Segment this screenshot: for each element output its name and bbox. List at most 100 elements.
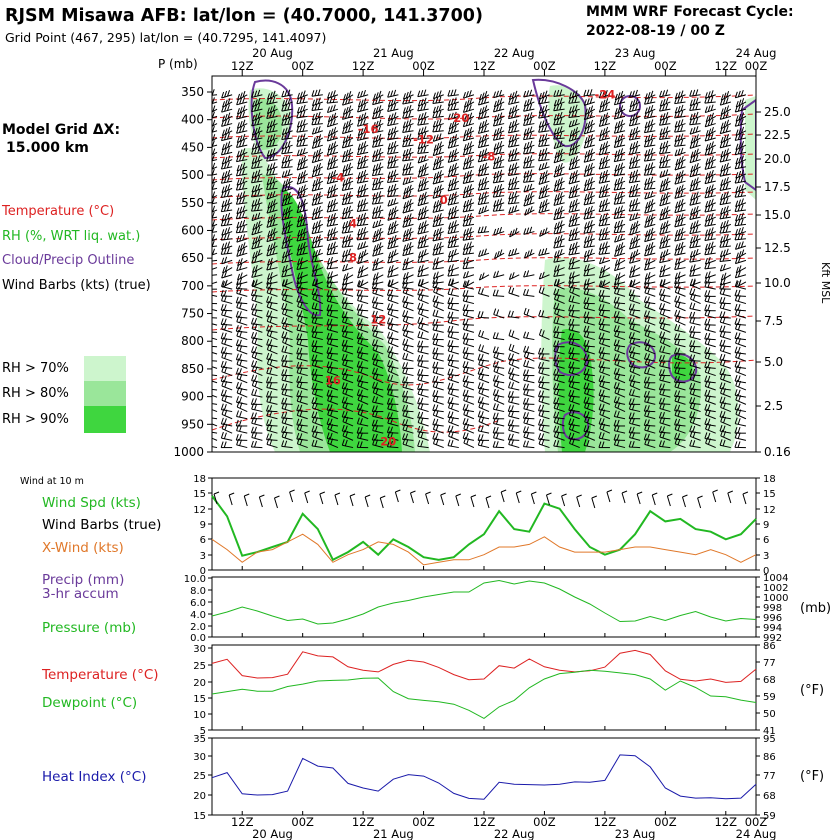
wind-barb xyxy=(553,264,565,273)
wind-barb xyxy=(659,345,671,355)
wind-barb xyxy=(523,183,535,193)
wind-barb xyxy=(720,401,732,413)
wind-barb xyxy=(418,163,429,173)
wind-barb xyxy=(311,373,323,384)
wind-barb xyxy=(447,344,459,355)
wind-barb xyxy=(447,387,459,398)
wind-barb xyxy=(432,423,444,434)
wind-barb xyxy=(402,423,414,434)
wind-barb xyxy=(448,191,460,201)
wind-barb xyxy=(478,176,490,186)
top-time-label: 12Z xyxy=(231,59,254,73)
wind-barb xyxy=(281,359,293,369)
wind-barb xyxy=(644,395,656,405)
wind-barb xyxy=(493,112,505,122)
wind-barb xyxy=(402,381,414,391)
temperature-contour-label: 0 xyxy=(440,193,448,207)
wind-barb xyxy=(417,440,429,449)
wind-barb xyxy=(629,350,641,362)
wind-barb xyxy=(236,287,248,297)
wind-barb xyxy=(690,205,701,216)
surface-wind-barb xyxy=(500,491,505,503)
wind-barb xyxy=(448,177,460,187)
wind-barb xyxy=(660,177,671,188)
bottom-time-label: 12Z xyxy=(352,815,375,829)
wind-barb xyxy=(296,423,308,434)
wind-barb xyxy=(327,241,339,251)
wind-barb xyxy=(704,294,716,305)
wind-barb xyxy=(388,220,399,231)
left-tick-label: 30 xyxy=(193,752,206,763)
wind-barb xyxy=(689,212,701,220)
wind-barb xyxy=(432,323,444,333)
wind-barb xyxy=(297,300,308,312)
wind-barb xyxy=(387,241,399,250)
wind-barb xyxy=(492,417,505,427)
wind-barb xyxy=(372,329,384,341)
wind-barb xyxy=(388,264,399,273)
wind-barb xyxy=(628,161,641,169)
surface-wind-barb xyxy=(561,495,566,507)
wind-barb xyxy=(492,441,505,449)
wind-barb xyxy=(614,386,626,398)
wind-barb xyxy=(568,204,580,213)
wind-barb xyxy=(569,184,580,194)
wind-barb xyxy=(598,175,611,184)
legend-rh80-swatch xyxy=(84,381,126,406)
wind-barb xyxy=(266,367,278,377)
wind-barb xyxy=(432,96,444,104)
kft-axis-label: Kft MSL xyxy=(819,262,832,304)
x-wind-kts-line xyxy=(211,533,757,566)
wind-barb xyxy=(508,105,520,115)
rh90-right-patch xyxy=(672,355,693,383)
wind-barb xyxy=(493,393,505,405)
wind-barb xyxy=(418,220,429,230)
wind-barb xyxy=(327,169,339,180)
wind-barbs xyxy=(212,89,747,449)
wind-barb xyxy=(326,280,339,290)
wind-barb xyxy=(507,182,520,191)
wind-barb xyxy=(357,98,369,108)
wind-barb xyxy=(221,198,233,208)
wind-barb xyxy=(493,183,505,193)
wind-barb xyxy=(659,240,671,249)
wind-barb xyxy=(583,301,595,312)
wind-barb xyxy=(463,141,475,151)
wind-barb xyxy=(735,265,747,274)
wind-barb xyxy=(719,168,731,177)
surface-wind-barb-flag xyxy=(697,495,703,499)
wind-barb xyxy=(341,301,354,312)
wind-barb xyxy=(704,190,716,199)
wind-barb xyxy=(598,431,611,441)
wind-barb xyxy=(477,140,490,149)
wind-barb xyxy=(281,89,293,98)
surface-wind-barb-flag xyxy=(410,490,416,494)
wind-barb xyxy=(402,300,414,312)
wind-barb xyxy=(311,240,323,249)
wind-barb xyxy=(432,309,444,319)
wind-barb xyxy=(705,141,716,151)
wind-barb xyxy=(212,274,218,276)
kft-tick-label: 22.5 xyxy=(764,128,791,142)
wind-barb xyxy=(372,424,384,434)
wind-barb xyxy=(720,176,732,187)
wind-barb xyxy=(674,352,686,362)
wind-barb xyxy=(447,211,459,220)
wind-barb xyxy=(221,155,233,165)
wind-barb xyxy=(614,162,626,172)
wind-barb xyxy=(327,112,339,123)
surface-wind-barb-flag xyxy=(621,490,628,494)
legend-rh: RH (%, WRT liq. wat.) xyxy=(2,229,140,244)
wind-barb xyxy=(719,315,731,326)
wind-barb xyxy=(388,234,399,245)
wind-barb xyxy=(659,293,671,305)
wind-barb xyxy=(523,97,535,107)
wind-barb xyxy=(312,248,324,258)
wind-barb xyxy=(235,154,248,163)
wind-barb xyxy=(568,247,580,256)
wind-barb xyxy=(538,153,550,162)
wind-barb xyxy=(462,161,475,170)
wind-barb xyxy=(538,190,550,200)
wind-barb xyxy=(341,125,354,135)
wind-barb xyxy=(522,161,535,169)
